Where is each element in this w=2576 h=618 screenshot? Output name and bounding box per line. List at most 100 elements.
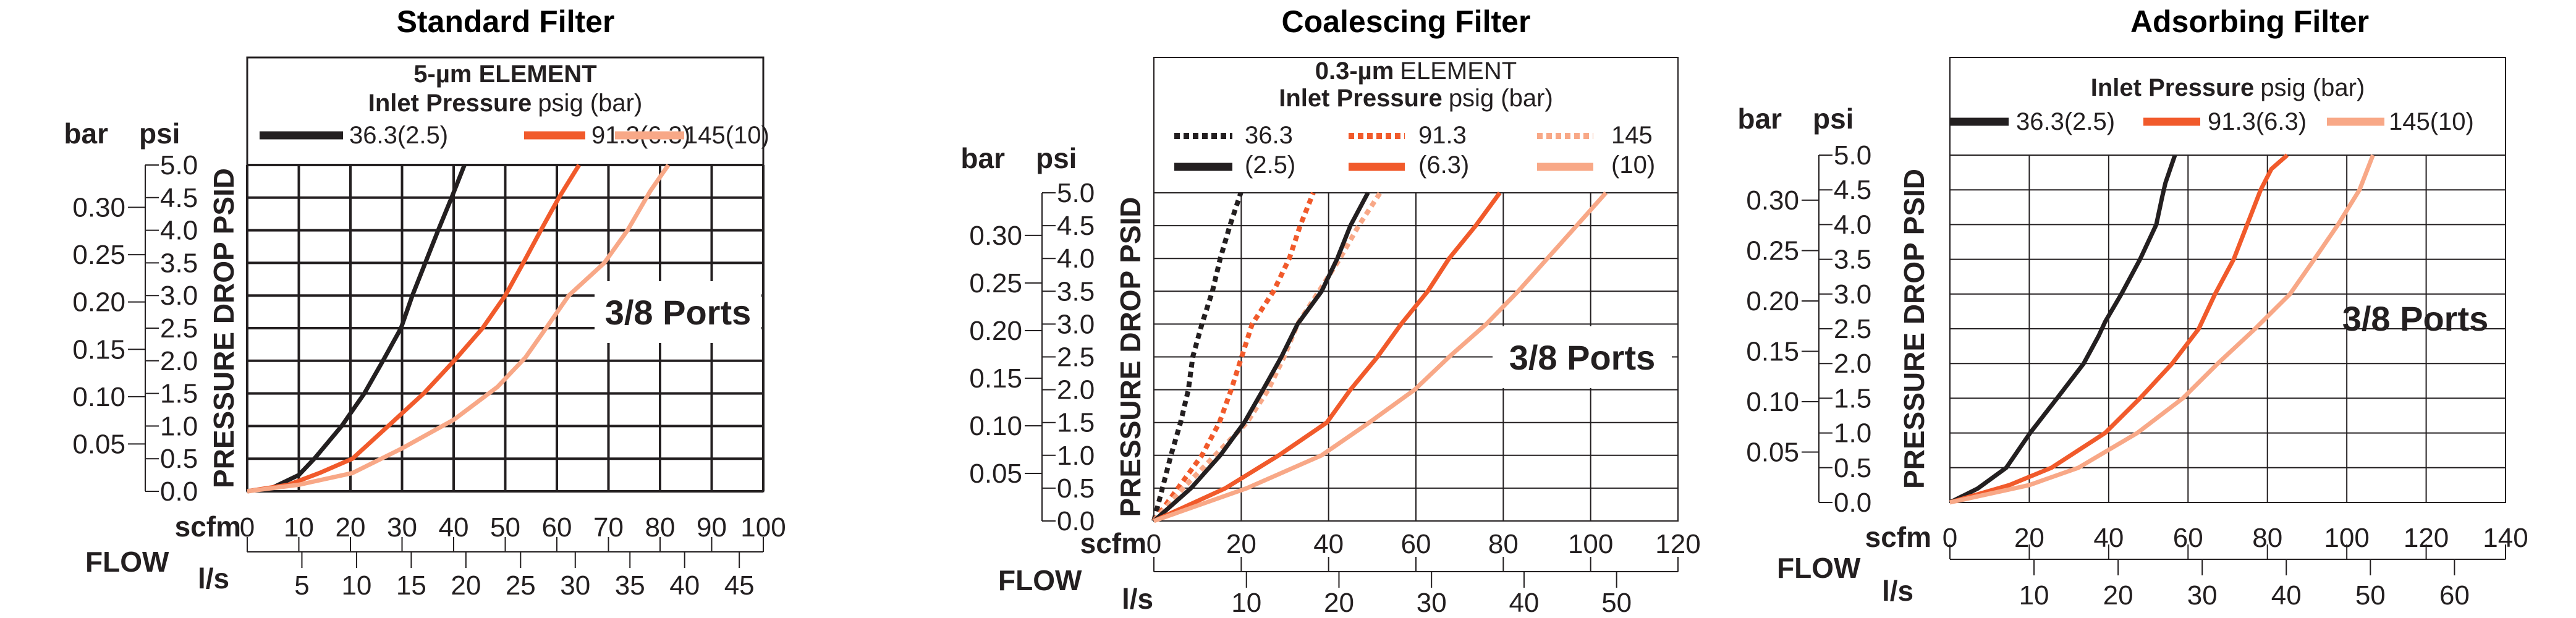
x-axis-label: FLOW xyxy=(85,546,169,578)
scfm-tick-label: 80 xyxy=(645,512,676,543)
psi-tick-label: 2.0 xyxy=(1834,349,1871,379)
legend-label-bottom: (10) xyxy=(1611,151,1655,179)
bar-tick-label: 0.25 xyxy=(72,240,125,270)
scfm-tick-label: 40 xyxy=(2093,523,2124,553)
psi-tick-label: 4.5 xyxy=(1834,175,1871,205)
ls-tick-label: 50 xyxy=(2355,580,2386,611)
legend-title: Inlet Pressure psig (bar) xyxy=(2091,74,2365,101)
bar-tick-label: 0.30 xyxy=(1746,185,1799,216)
legend-item: 145(10) xyxy=(1537,122,1655,179)
scfm-tick-label: 20 xyxy=(1226,529,1256,559)
series-line-solid xyxy=(1153,191,1608,523)
legend-label: 145(10) xyxy=(2389,108,2474,135)
legend-item: 91.3(6.3) xyxy=(2143,108,2307,135)
psi-tick-label: 0.5 xyxy=(1834,453,1871,483)
ls-tick-label: 35 xyxy=(615,570,645,601)
ls-tick-label: 25 xyxy=(506,570,536,601)
y-axis-label: PRESSURE DROP PSID xyxy=(1898,169,1930,489)
ls-tick-label: 10 xyxy=(1231,588,1261,618)
bar-unit-label: bar xyxy=(1737,103,1782,135)
psi-unit-label: psi xyxy=(1813,103,1854,135)
legend-label-top: 145 xyxy=(1611,122,1653,149)
psi-tick-label: 3.5 xyxy=(160,248,198,278)
scfm-tick-label: 60 xyxy=(542,512,572,543)
port-size-annotation: 3/8 Ports xyxy=(2342,299,2489,338)
psi-tick-label: 2.5 xyxy=(1834,314,1871,344)
chart-title: Coalescing Filter xyxy=(1282,4,1531,39)
ls-tick-label: 40 xyxy=(2271,580,2302,611)
element-label: 5-µm ELEMENT xyxy=(413,61,596,88)
psi-tick-label: 2.5 xyxy=(160,313,198,344)
bar-unit-label: bar xyxy=(960,142,1005,174)
series-line-solid xyxy=(1153,191,1502,523)
ls-tick-label: 10 xyxy=(341,570,371,601)
psi-tick-label: 0.5 xyxy=(160,444,198,474)
legend-item: 91.3(6.3) xyxy=(1349,122,1469,179)
legend-label: 36.3(2.5) xyxy=(349,122,448,149)
legend-label-bottom: (6.3) xyxy=(1418,151,1469,179)
legend-item: 36.3(2.5) xyxy=(260,122,448,149)
psi-tick-label: 3.0 xyxy=(1057,309,1095,339)
scfm-tick-label: 10 xyxy=(284,512,314,543)
bar-tick-label: 0.25 xyxy=(969,268,1022,298)
legend-label: 145(10) xyxy=(684,122,769,149)
legend-title-rest: psig (bar) xyxy=(1449,85,1553,112)
scfm-tick-label: 60 xyxy=(1401,529,1431,559)
psi-tick-label: 3.5 xyxy=(1834,245,1871,275)
x-axis-label: FLOW xyxy=(998,564,1082,596)
legend-item: 145(10) xyxy=(2327,108,2474,135)
psi-tick-label: 5.0 xyxy=(1834,140,1871,171)
series-line-dotted xyxy=(1152,191,1383,523)
ls-unit-label: l/s xyxy=(1882,575,1913,607)
ls-tick-label: 20 xyxy=(1324,588,1354,618)
series-line-solid xyxy=(247,164,581,494)
element-label-bold: 0.3-µm xyxy=(1315,57,1394,85)
series-line-dotted xyxy=(1151,192,1316,523)
bar-tick-label: 0.30 xyxy=(969,221,1022,251)
scfm-tick-label: 0 xyxy=(1146,529,1161,559)
series-line-solid xyxy=(1152,192,1370,523)
psi-tick-label: 1.5 xyxy=(1834,383,1871,413)
scfm-tick-label: 40 xyxy=(439,512,469,543)
legend-label: 36.3(2.5) xyxy=(2016,108,2115,135)
bar-tick-label: 0.10 xyxy=(1746,387,1799,417)
bar-tick-label: 0.30 xyxy=(72,193,125,223)
psi-tick-label: 3.0 xyxy=(1834,279,1871,310)
scfm-tick-label: 100 xyxy=(1568,529,1613,559)
scfm-tick-label: 100 xyxy=(740,512,786,543)
bar-tick-label: 0.20 xyxy=(969,316,1022,346)
ls-tick-label: 60 xyxy=(2439,580,2470,611)
legend-title-bold: Inlet Pressure xyxy=(1279,85,1443,112)
legend-title-bold: Inlet Pressure xyxy=(2091,74,2255,101)
legend-title-rest: psig (bar) xyxy=(538,90,642,117)
psi-tick-label: 1.5 xyxy=(160,379,198,409)
bar-tick-label: 0.10 xyxy=(72,382,125,412)
scfm-tick-label: 0 xyxy=(240,512,255,543)
ls-tick-label: 15 xyxy=(396,570,426,601)
chart-3: Adsorbing Filter Inlet Pressure psig (bar)… xyxy=(1737,4,2528,611)
psi-tick-label: 2.0 xyxy=(160,346,198,376)
chart-title: Adsorbing Filter xyxy=(2130,4,2369,39)
psi-tick-label: 3.0 xyxy=(160,281,198,311)
bar-tick-label: 0.25 xyxy=(1746,235,1799,266)
scfm-tick-label: 40 xyxy=(1313,529,1344,559)
element-label-bold: 5-µm ELEMENT xyxy=(413,61,596,88)
ls-tick-label: 50 xyxy=(1601,588,1632,618)
legend-title: Inlet Pressure psig (bar) xyxy=(368,90,643,117)
bar-tick-label: 0.15 xyxy=(72,334,125,365)
legend-item: 36.3(2.5) xyxy=(1174,122,1295,179)
scfm-unit-label: scfm xyxy=(175,510,241,543)
annotation-background xyxy=(1493,326,1672,388)
ls-tick-label: 20 xyxy=(2103,580,2133,611)
bar-tick-label: 0.15 xyxy=(969,363,1022,394)
bar-tick-label: 0.20 xyxy=(72,287,125,318)
scfm-tick-label: 120 xyxy=(2404,523,2449,553)
bar-tick-label: 0.05 xyxy=(72,429,125,459)
scfm-tick-label: 0 xyxy=(1943,523,1957,553)
scfm-tick-label: 60 xyxy=(2173,523,2203,553)
psi-unit-label: psi xyxy=(139,117,180,150)
psi-tick-label: 1.5 xyxy=(1057,408,1095,438)
